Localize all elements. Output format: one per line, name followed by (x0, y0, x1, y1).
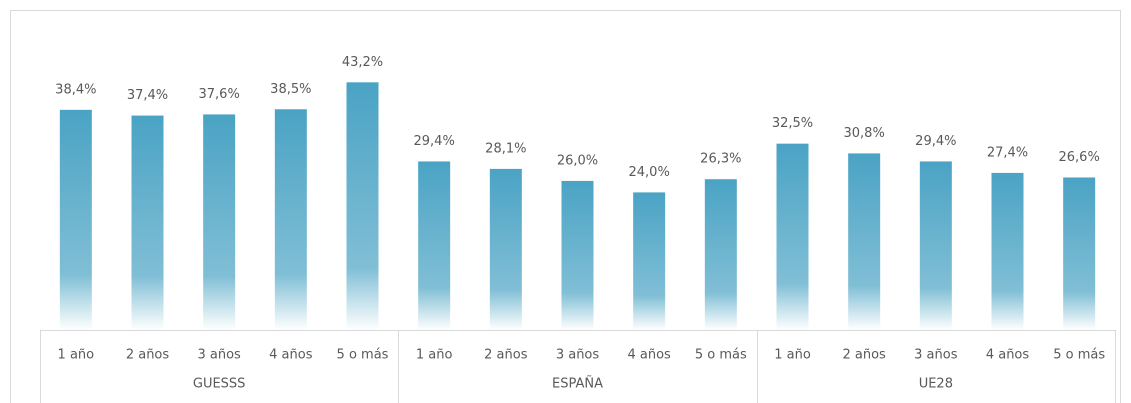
bar (633, 192, 666, 330)
bar (991, 172, 1024, 330)
data-label: 32,5% (772, 116, 813, 131)
data-label: 38,4% (55, 82, 96, 97)
x-tick-label: 4 años (986, 348, 1030, 363)
bar (131, 115, 164, 330)
bar (59, 109, 92, 330)
group-label: ESPAÑA (552, 376, 603, 392)
bar (489, 168, 522, 330)
data-label: 29,4% (915, 134, 956, 149)
bar (418, 161, 451, 330)
x-tick-label: 2 años (484, 348, 528, 363)
x-tick-label: 4 años (627, 348, 671, 363)
data-label: 30,8% (844, 126, 885, 141)
x-tick-label: 2 años (842, 348, 886, 363)
bar (561, 180, 594, 330)
data-label: 28,1% (485, 141, 526, 156)
chart-border (10, 10, 1121, 403)
group-label: UE28 (919, 377, 953, 392)
x-tick-label: 3 años (197, 348, 241, 363)
data-label: 43,2% (342, 55, 383, 70)
group-label: GUESSS (193, 377, 246, 392)
bar (274, 109, 307, 331)
data-label: 26,3% (700, 152, 741, 167)
bar (919, 161, 952, 330)
bar (1063, 177, 1096, 330)
bar (346, 82, 379, 330)
data-label: 26,0% (557, 153, 598, 168)
x-tick-label: 1 año (416, 348, 453, 363)
data-label: 27,4% (987, 145, 1028, 160)
x-tick-label: 5 o más (695, 348, 747, 363)
bar (776, 143, 809, 330)
x-tick-label: 1 año (774, 348, 811, 363)
bar (704, 179, 737, 330)
data-label: 24,0% (629, 165, 670, 180)
x-tick-label: 5 o más (337, 348, 389, 363)
x-tick-label: 2 años (126, 348, 170, 363)
bar (848, 153, 881, 330)
data-label: 37,6% (199, 87, 240, 102)
x-tick-label: 5 o más (1053, 348, 1105, 363)
x-tick-label: 1 año (58, 348, 95, 363)
bar (203, 114, 236, 330)
x-tick-label: 4 años (269, 348, 313, 363)
x-tick-label: 3 años (914, 348, 958, 363)
data-label: 26,6% (1059, 150, 1100, 165)
data-label: 38,5% (270, 82, 311, 97)
x-tick-label: 3 años (556, 348, 600, 363)
data-label: 37,4% (127, 88, 168, 103)
data-label: 29,4% (414, 134, 455, 149)
